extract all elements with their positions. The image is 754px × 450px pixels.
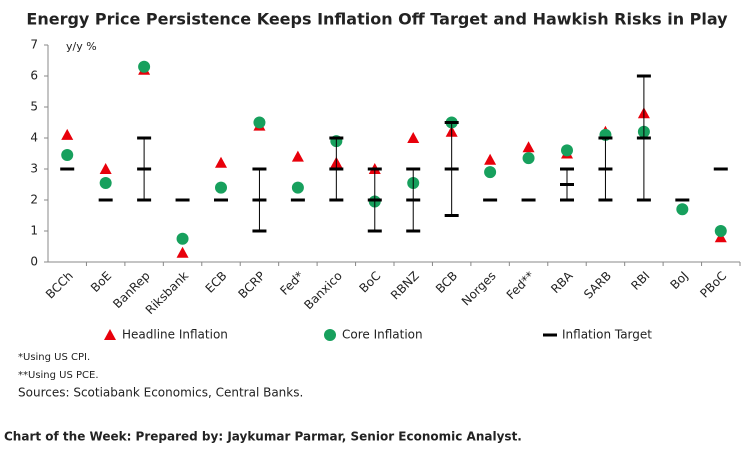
legend-symbol bbox=[104, 329, 116, 340]
y-tick-label: 7 bbox=[30, 38, 38, 52]
point bbox=[215, 156, 227, 168]
point bbox=[407, 132, 420, 143]
y-unit: y/y % bbox=[66, 40, 97, 53]
legend-symbol bbox=[324, 329, 336, 341]
x-tick-label: RBI bbox=[628, 269, 652, 293]
x-tick-label: Banxico bbox=[301, 269, 345, 313]
point bbox=[291, 150, 304, 162]
x-tick-label: BoJ bbox=[668, 269, 691, 292]
point bbox=[561, 144, 573, 157]
y-tick-label: 1 bbox=[30, 224, 38, 238]
point bbox=[714, 225, 727, 237]
x-tick-label: BCCh bbox=[43, 269, 76, 302]
point bbox=[291, 181, 304, 194]
point bbox=[253, 116, 266, 129]
x-tick-label: RBNZ bbox=[388, 269, 422, 303]
y-tick-label: 5 bbox=[30, 100, 38, 114]
point bbox=[522, 141, 535, 153]
footnote: **Using US PCE. bbox=[18, 370, 99, 381]
x-tick-label: Norges bbox=[459, 269, 499, 309]
y-tick-label: 0 bbox=[30, 255, 38, 269]
x-tick-label: Fed* bbox=[277, 269, 306, 298]
point bbox=[484, 153, 497, 165]
point bbox=[522, 152, 535, 165]
point bbox=[484, 166, 497, 179]
legend-label: Core Inflation bbox=[342, 328, 423, 342]
x-tick-label: BCB bbox=[433, 269, 460, 296]
legend-label: Headline Inflation bbox=[122, 328, 228, 342]
y-tick-label: 3 bbox=[30, 162, 38, 176]
x-tick-label: BCRP bbox=[236, 269, 269, 302]
point bbox=[176, 246, 189, 258]
x-tick-label: BoE bbox=[88, 269, 114, 295]
point bbox=[99, 163, 112, 174]
point bbox=[61, 149, 74, 162]
footnote: Sources: Scotiabank Economics, Central B… bbox=[18, 386, 303, 400]
y-tick-label: 6 bbox=[30, 69, 38, 83]
footnote: *Using US CPI. bbox=[18, 352, 90, 363]
x-tick-label: BoC bbox=[357, 269, 384, 296]
point bbox=[99, 176, 112, 189]
credit: Chart of the Week: Prepared by: Jaykumar… bbox=[4, 430, 522, 444]
x-tick-label: Fed** bbox=[504, 269, 537, 302]
x-tick-label: PBoC bbox=[697, 269, 729, 301]
y-tick-label: 4 bbox=[30, 131, 38, 145]
x-tick-label: SARB bbox=[581, 269, 614, 302]
point bbox=[61, 128, 74, 140]
point bbox=[676, 203, 689, 216]
chart-title: Energy Price Persistence Keeps Inflation… bbox=[26, 10, 728, 29]
x-tick-label: ECB bbox=[203, 269, 230, 296]
point bbox=[215, 181, 227, 194]
point bbox=[138, 60, 151, 73]
x-tick-label: RBA bbox=[548, 268, 576, 296]
legend-label: Inflation Target bbox=[562, 328, 652, 342]
point bbox=[176, 232, 189, 245]
y-tick-label: 2 bbox=[30, 193, 38, 207]
